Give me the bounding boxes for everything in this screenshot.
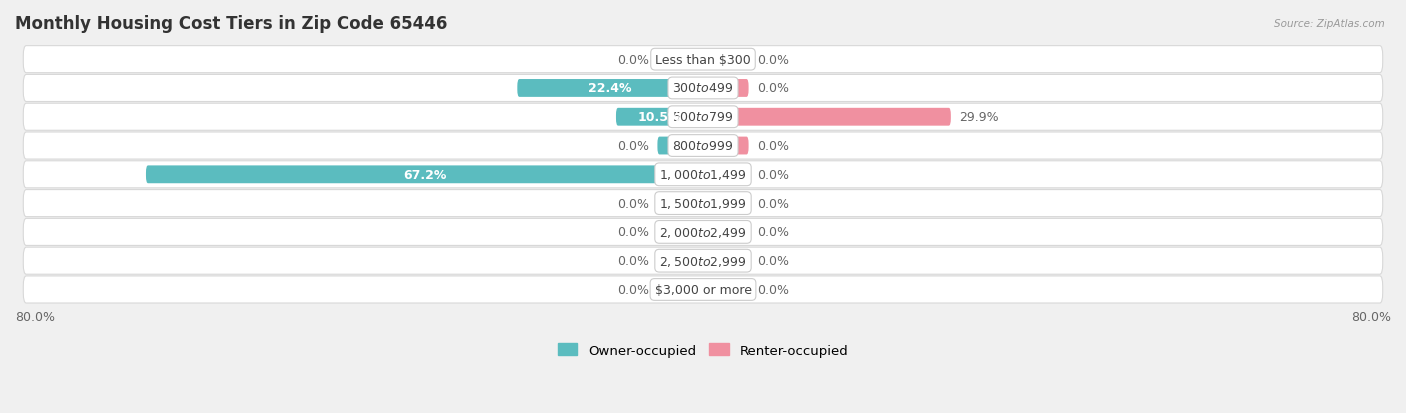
Text: $1,000 to $1,499: $1,000 to $1,499 [659,168,747,182]
Text: 0.0%: 0.0% [617,226,650,239]
Text: 0.0%: 0.0% [617,254,650,268]
FancyBboxPatch shape [658,252,703,270]
Legend: Owner-occupied, Renter-occupied: Owner-occupied, Renter-occupied [553,338,853,362]
Text: $1,500 to $1,999: $1,500 to $1,999 [659,197,747,211]
FancyBboxPatch shape [24,75,1382,102]
FancyBboxPatch shape [703,252,748,270]
FancyBboxPatch shape [24,133,1382,160]
FancyBboxPatch shape [703,195,748,213]
FancyBboxPatch shape [703,80,748,97]
Text: Less than $300: Less than $300 [655,54,751,66]
Text: 0.0%: 0.0% [756,54,789,66]
Text: $800 to $999: $800 to $999 [672,140,734,153]
Text: Source: ZipAtlas.com: Source: ZipAtlas.com [1274,19,1385,28]
Text: 10.5%: 10.5% [638,111,682,124]
FancyBboxPatch shape [658,223,703,241]
Text: $500 to $799: $500 to $799 [672,111,734,124]
FancyBboxPatch shape [703,109,950,126]
FancyBboxPatch shape [24,104,1382,131]
Text: 0.0%: 0.0% [756,283,789,296]
Text: 22.4%: 22.4% [589,82,631,95]
Text: Monthly Housing Cost Tiers in Zip Code 65446: Monthly Housing Cost Tiers in Zip Code 6… [15,15,447,33]
Text: 0.0%: 0.0% [756,197,789,210]
FancyBboxPatch shape [24,190,1382,217]
Text: $2,000 to $2,499: $2,000 to $2,499 [659,225,747,239]
FancyBboxPatch shape [703,166,748,184]
Text: 80.0%: 80.0% [15,311,55,323]
FancyBboxPatch shape [703,51,748,69]
Text: 0.0%: 0.0% [756,226,789,239]
FancyBboxPatch shape [517,80,703,97]
FancyBboxPatch shape [24,247,1382,275]
Text: 0.0%: 0.0% [617,283,650,296]
FancyBboxPatch shape [703,281,748,299]
FancyBboxPatch shape [24,47,1382,74]
Text: 29.9%: 29.9% [959,111,998,124]
FancyBboxPatch shape [658,51,703,69]
Text: $3,000 or more: $3,000 or more [655,283,751,296]
Text: 0.0%: 0.0% [617,54,650,66]
Text: $2,500 to $2,999: $2,500 to $2,999 [659,254,747,268]
FancyBboxPatch shape [658,281,703,299]
Text: 0.0%: 0.0% [617,140,650,153]
FancyBboxPatch shape [24,276,1382,303]
FancyBboxPatch shape [658,195,703,213]
Text: 0.0%: 0.0% [756,140,789,153]
Text: 0.0%: 0.0% [756,254,789,268]
FancyBboxPatch shape [703,223,748,241]
Text: 80.0%: 80.0% [1351,311,1391,323]
FancyBboxPatch shape [658,137,703,155]
FancyBboxPatch shape [24,161,1382,188]
Text: 0.0%: 0.0% [617,197,650,210]
Text: 67.2%: 67.2% [402,169,446,181]
Text: 0.0%: 0.0% [756,169,789,181]
FancyBboxPatch shape [703,137,748,155]
Text: $300 to $499: $300 to $499 [672,82,734,95]
Text: 0.0%: 0.0% [756,82,789,95]
FancyBboxPatch shape [146,166,703,184]
FancyBboxPatch shape [24,219,1382,246]
FancyBboxPatch shape [616,109,703,126]
